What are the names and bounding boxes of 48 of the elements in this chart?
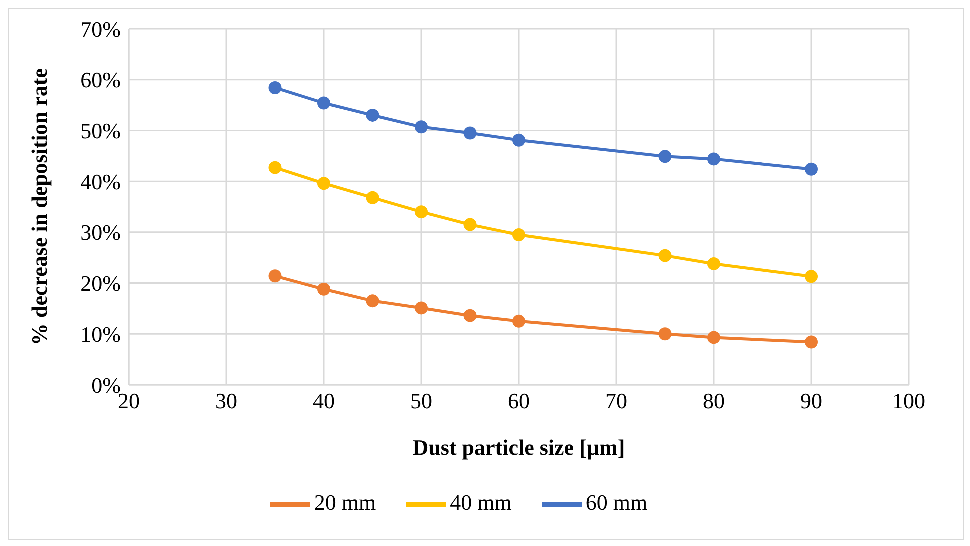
y-tick-label: 60% (80, 68, 121, 93)
point (366, 294, 380, 308)
x-tick-label: 80 (703, 388, 725, 414)
x-axis-title: Dust particle size [µm] (412, 435, 626, 460)
point (268, 161, 282, 174)
point (658, 150, 672, 164)
y-tick-label: 30% (80, 220, 121, 246)
y-tick-label: 50% (80, 118, 121, 144)
point (415, 120, 428, 134)
legend-label: 60 mm (586, 490, 648, 516)
y-tick-label: 10% (80, 322, 121, 347)
point (464, 126, 477, 140)
y-tick-label: 70% (80, 16, 121, 42)
point (318, 177, 330, 190)
point (464, 309, 477, 322)
y-tick-label: 40% (80, 169, 121, 194)
x-tick-label: 70 (606, 388, 628, 414)
point (708, 152, 720, 166)
x-tick-label: 40 (313, 388, 335, 414)
point (805, 270, 818, 284)
point (415, 206, 428, 219)
point (318, 282, 330, 296)
point (708, 257, 720, 270)
point (464, 218, 477, 232)
point (805, 336, 818, 349)
x-tick-label: 60 (508, 388, 530, 414)
y-tick-label: 0% (92, 372, 121, 398)
point (512, 134, 526, 147)
x-tick-label: 90 (800, 388, 822, 414)
point (512, 314, 526, 328)
legend-label: 20 mm (314, 490, 376, 516)
x-tick-label: 30 (216, 388, 238, 414)
x-tick-label: 100 (892, 388, 926, 414)
point (268, 270, 282, 283)
point (366, 191, 380, 204)
legend-label: 40 mm (450, 490, 512, 516)
point (318, 96, 330, 110)
point (658, 328, 672, 341)
y-axis-title: % decrease in deposition rate (26, 68, 52, 346)
point (415, 302, 428, 315)
point (366, 108, 380, 122)
point (512, 228, 526, 242)
point (805, 162, 818, 176)
x-tick-label: 50 (410, 388, 432, 414)
point (658, 249, 672, 262)
y-tick-label: 20% (80, 271, 121, 296)
point (268, 81, 282, 94)
point (708, 331, 720, 344)
